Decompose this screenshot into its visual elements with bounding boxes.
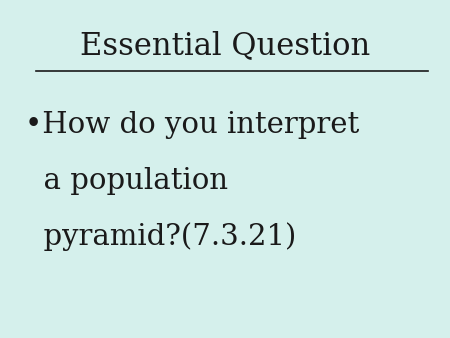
Text: •How do you interpret: •How do you interpret (25, 111, 359, 139)
Text: a population: a population (25, 167, 228, 195)
Text: pyramid?(7.3.21): pyramid?(7.3.21) (25, 222, 296, 251)
Text: Essential Question: Essential Question (80, 30, 370, 61)
